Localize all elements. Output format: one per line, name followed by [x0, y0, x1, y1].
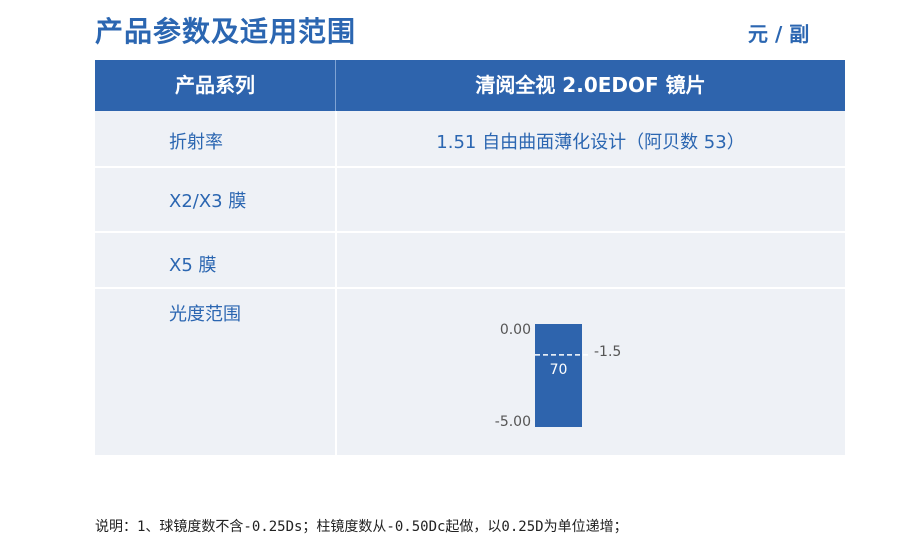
row-divider: [95, 166, 845, 168]
price-label: 70: [550, 362, 568, 378]
row-divider: [95, 287, 845, 289]
header-series-label: 产品系列: [175, 73, 255, 97]
row-label-x5-coating: X5 膜: [169, 255, 217, 276]
header-product-name: 清阅全视 2.0EDOF 镜片: [475, 73, 706, 97]
page-title: 产品参数及适用范围: [95, 15, 357, 48]
power-marker-label: -1.5: [594, 344, 621, 360]
header-divider: [335, 60, 336, 111]
table-header: 产品系列 清阅全视 2.0EDOF 镜片: [95, 60, 845, 111]
column-divider: [335, 111, 337, 455]
row-label-refractive-index: 折射率: [169, 132, 223, 153]
footer-note: 说明：1、球镜度数不含-0.25Ds；柱镜度数从-0.50Dc起做，以0.25D…: [95, 519, 628, 535]
row-label-power-range: 光度范围: [169, 304, 241, 325]
power-bottom-label: -5.00: [495, 414, 531, 430]
power-range-block: [535, 324, 582, 427]
price-unit: 元 / 副: [748, 22, 810, 46]
power-range-chart: 0.00 -5.00 -1.5 70: [495, 322, 622, 430]
power-top-label: 0.00: [500, 322, 531, 338]
row-label-x2x3-coating: X2/X3 膜: [169, 191, 247, 212]
spec-table: 产品系列 清阅全视 2.0EDOF 镜片 折射率 1.51 自由曲面薄化设计（阿…: [95, 60, 845, 455]
row-divider: [95, 231, 845, 233]
row-value-refractive-index: 1.51 自由曲面薄化设计（阿贝数 53）: [436, 132, 745, 153]
